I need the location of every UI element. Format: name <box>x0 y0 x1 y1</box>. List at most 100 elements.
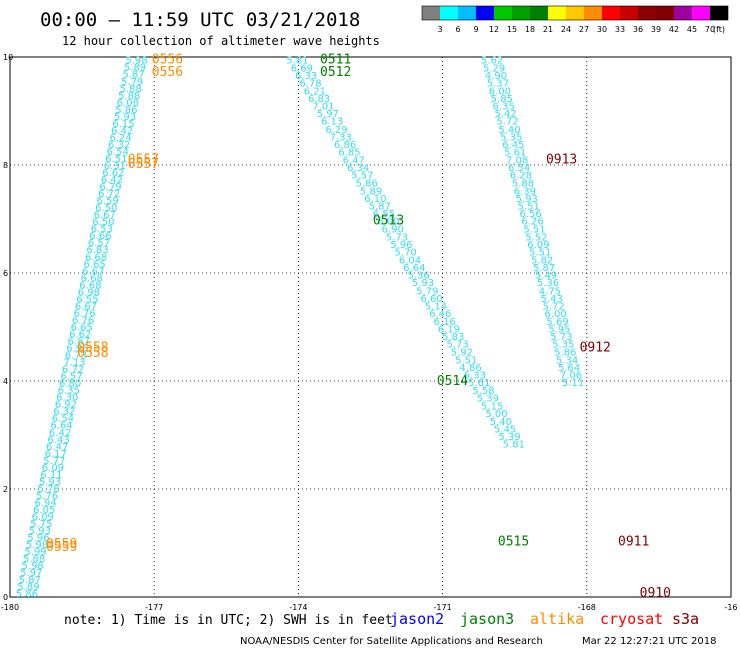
wave-height-value: 6.42 <box>111 126 133 137</box>
wave-height-value: 5.40 <box>490 417 512 428</box>
colorbar-label: 6 <box>455 25 460 34</box>
pass-time-label: 0557 <box>128 153 159 168</box>
wave-height-value: 5.75 <box>30 519 52 530</box>
track-middle: 5.816.696.336.786.216.837.015.976.136.29… <box>286 56 525 451</box>
wave-height-value: 5.73 <box>386 232 408 243</box>
wave-height-value: 5.35 <box>500 132 522 143</box>
colorbar-swatch-12 <box>638 6 656 20</box>
y-tick-label: 4 <box>3 377 8 386</box>
colorbar-swatch-7 <box>548 6 566 20</box>
pass-time-label: 0512 <box>320 65 351 80</box>
x-tick-label: -16 <box>724 603 737 612</box>
wave-height-value: 5.11 <box>562 378 584 389</box>
wave-height-value: 5.51 <box>518 202 540 213</box>
wave-height-value: 5.98 <box>22 561 44 572</box>
colorbar-label: 39 <box>651 25 661 34</box>
wave-height-value: 6.21 <box>304 86 326 97</box>
wave-height-value: 6.35 <box>58 386 80 397</box>
wave-height-value: 5.62 <box>481 56 503 67</box>
wave-height-value: 6.90 <box>382 225 404 236</box>
wave-height-value: 7.06 <box>560 371 582 382</box>
wave-height-value: 6.57 <box>60 372 82 383</box>
wave-height-value: 5.93 <box>412 278 434 289</box>
track-left: 5.865.895.875.975.985.885.995.985.965.93… <box>16 56 148 601</box>
wave-height-value: 5.88 <box>118 91 140 102</box>
x-tick-label: -180 <box>1 603 19 612</box>
wave-height-value: 5.61 <box>468 378 490 389</box>
colorbar-swatch-2 <box>458 6 476 20</box>
pass-time-label: 0513 <box>373 214 404 229</box>
wave-height-value: 6.45 <box>502 140 524 151</box>
wave-height-value: 6.72 <box>62 365 84 376</box>
wave-height-value: 6.87 <box>68 337 90 348</box>
wave-height-value: 6.39 <box>514 186 536 197</box>
wave-height-value: 6.69 <box>291 63 313 74</box>
wave-height-value: 5.85 <box>491 94 513 105</box>
colorbar-label: 33 <box>615 25 625 34</box>
legend-note: note: 1) Time is in UTC; 2) SWH is in fe… <box>64 613 393 628</box>
wave-height-value: 5.51 <box>455 355 477 366</box>
wave-height-value: 6.29 <box>325 125 347 136</box>
wave-height-value: 6.54 <box>107 147 129 158</box>
wave-height-value: 5.81 <box>503 440 525 451</box>
wave-height-value: 6.17 <box>45 449 67 460</box>
colorbar-label: 18 <box>525 25 535 34</box>
wave-height-value: 5.58 <box>472 386 494 397</box>
colorbar-swatch-14 <box>674 6 692 20</box>
wave-height-value: 6.66 <box>89 231 111 242</box>
colorbar-label: 70 <box>705 25 715 34</box>
pass-time-label: 0913 <box>546 153 577 168</box>
wave-height-value: 4.75 <box>539 286 561 297</box>
wave-height-value: 6.35 <box>493 102 515 113</box>
wave-height-value: 6.33 <box>295 71 317 82</box>
legend: note: 1) Time is in UTC; 2) SWH is in fe… <box>64 610 699 628</box>
wave-height-value: 5.99 <box>24 547 46 558</box>
wave-height-value: 5.86 <box>16 589 38 600</box>
wave-height-value: 5.15 <box>481 401 503 412</box>
wave-height-value: 4.90 <box>485 71 507 82</box>
colorbar-swatch-15 <box>692 6 710 20</box>
wave-height-value: 5.49 <box>535 271 557 282</box>
wave-height-value: 6.50 <box>95 203 117 214</box>
colorbar-label: 24 <box>561 25 571 34</box>
colorbar-swatch-4 <box>494 6 512 20</box>
pass-time-label: 0558 <box>77 346 108 361</box>
wave-height-value: 5.81 <box>286 56 308 67</box>
wave-height-value: 6.92 <box>55 400 77 411</box>
y-tick-label: 2 <box>3 485 8 494</box>
wave-height-value: 6.46 <box>429 309 451 320</box>
wave-height-value: 6.15 <box>112 119 134 130</box>
colorbar-swatch-8 <box>566 6 584 20</box>
x-tick-label: -168 <box>578 603 596 612</box>
track-right: 5.625.294.905.376.005.856.355.425.725.40… <box>481 56 584 389</box>
colorbar-label: 45 <box>687 25 697 34</box>
wave-height-value: 6.94 <box>35 498 57 509</box>
wave-height-value: 6.68 <box>85 252 107 263</box>
colorbar-swatch-6 <box>530 6 548 20</box>
wave-height-value: 5.72 <box>496 117 518 128</box>
legend-entry-jason3: jason3 <box>460 610 514 628</box>
chart-title: 00:00 – 11:59 UTC 03/21/2018 <box>40 9 360 31</box>
wave-height-value: 5.82 <box>531 256 553 267</box>
wave-height-value: 5.92 <box>451 347 473 358</box>
wave-height-value: 5.86 <box>356 178 378 189</box>
wave-height-value: 5.93 <box>29 526 51 537</box>
wave-height-value: 6.10 <box>364 194 386 205</box>
colorbar-swatch-1 <box>440 6 458 20</box>
plot-frame <box>9 56 732 598</box>
wave-height-value: 6.00 <box>545 309 567 320</box>
wave-height-value: 6.64 <box>403 263 425 274</box>
wave-height-value: 5.39 <box>498 432 520 443</box>
wave-height-value: 6.42 <box>49 428 71 439</box>
wave-height-value: 5.87 <box>122 70 144 81</box>
wave-height-value: 5.00 <box>485 409 507 420</box>
wave-height-value: 6.19 <box>438 325 460 336</box>
wave-height-value: 5.73 <box>446 340 468 351</box>
wave-height-value: 6.43 <box>47 435 69 446</box>
wave-height-value: 6.00 <box>489 86 511 97</box>
colorbar-label: 36 <box>633 25 643 34</box>
wave-height-value: 6.13 <box>321 117 343 128</box>
wave-height-value: 6.95 <box>66 344 88 355</box>
pass-time-label: 0557 <box>128 157 159 172</box>
pass-time-label: 0556 <box>152 53 183 68</box>
